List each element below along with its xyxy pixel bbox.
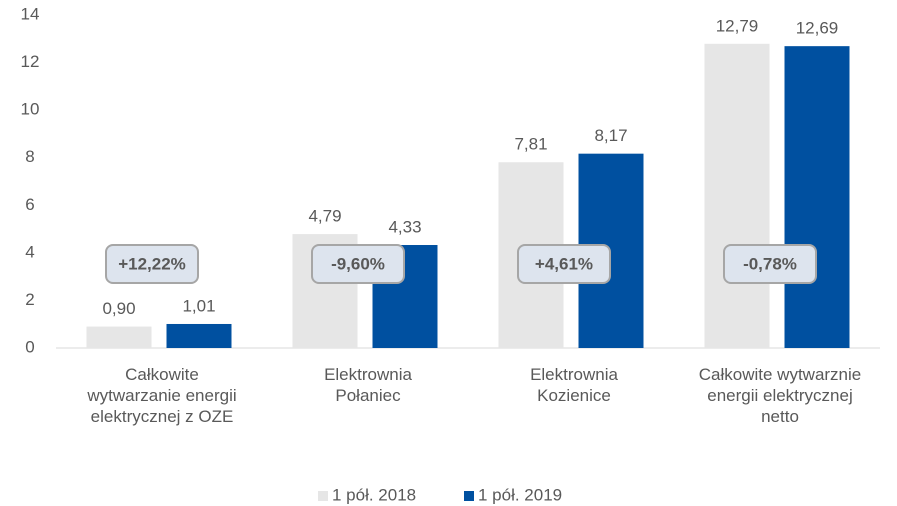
annotation: -9,60% (331, 254, 385, 273)
y-tick-label: 8 (25, 147, 34, 166)
x-tick-label: Całkowite wytwarznie energii elektryczne… (698, 365, 862, 426)
value-label: 8,17 (594, 126, 627, 145)
value-label: 4,79 (308, 207, 341, 226)
y-tick-label: 12 (21, 52, 40, 71)
y-tick-label: 14 (21, 4, 40, 23)
x-tick-label: Całkowite wytwarzanie energii elektryczn… (87, 365, 237, 426)
annotation: +12,22% (118, 254, 186, 273)
value-label: 4,33 (388, 217, 421, 236)
value-label: 7,81 (514, 135, 547, 154)
annotation-box (105, 244, 199, 284)
legend-swatch (464, 491, 474, 501)
x-tick-label: Elektrownia Połaniec (324, 365, 412, 405)
annotation-box (311, 244, 405, 284)
legend-label: 1 pół. 2019 (478, 485, 562, 504)
y-tick-label: 4 (25, 242, 34, 261)
x-tick-label: Elektrownia Kozienice (530, 365, 618, 405)
y-tick-label: 10 (21, 100, 40, 119)
annotation-box (723, 244, 817, 284)
y-tick-label: 2 (25, 290, 34, 309)
annotation-box (517, 244, 611, 284)
bar (166, 323, 232, 348)
y-tick-label: 0 (25, 337, 34, 356)
bar (704, 43, 770, 349)
annotation: -0,78% (743, 254, 797, 273)
legend-label: 1 pół. 2018 (332, 485, 416, 504)
legend-swatch (318, 491, 328, 501)
value-label: 0,90 (102, 299, 135, 318)
value-label: 12,69 (796, 19, 839, 38)
y-tick-label: 6 (25, 195, 34, 214)
value-label: 12,79 (716, 16, 759, 35)
bar (784, 46, 850, 348)
annotation: +4,61% (535, 254, 593, 273)
bar (86, 326, 152, 348)
value-label: 1,01 (182, 296, 215, 315)
